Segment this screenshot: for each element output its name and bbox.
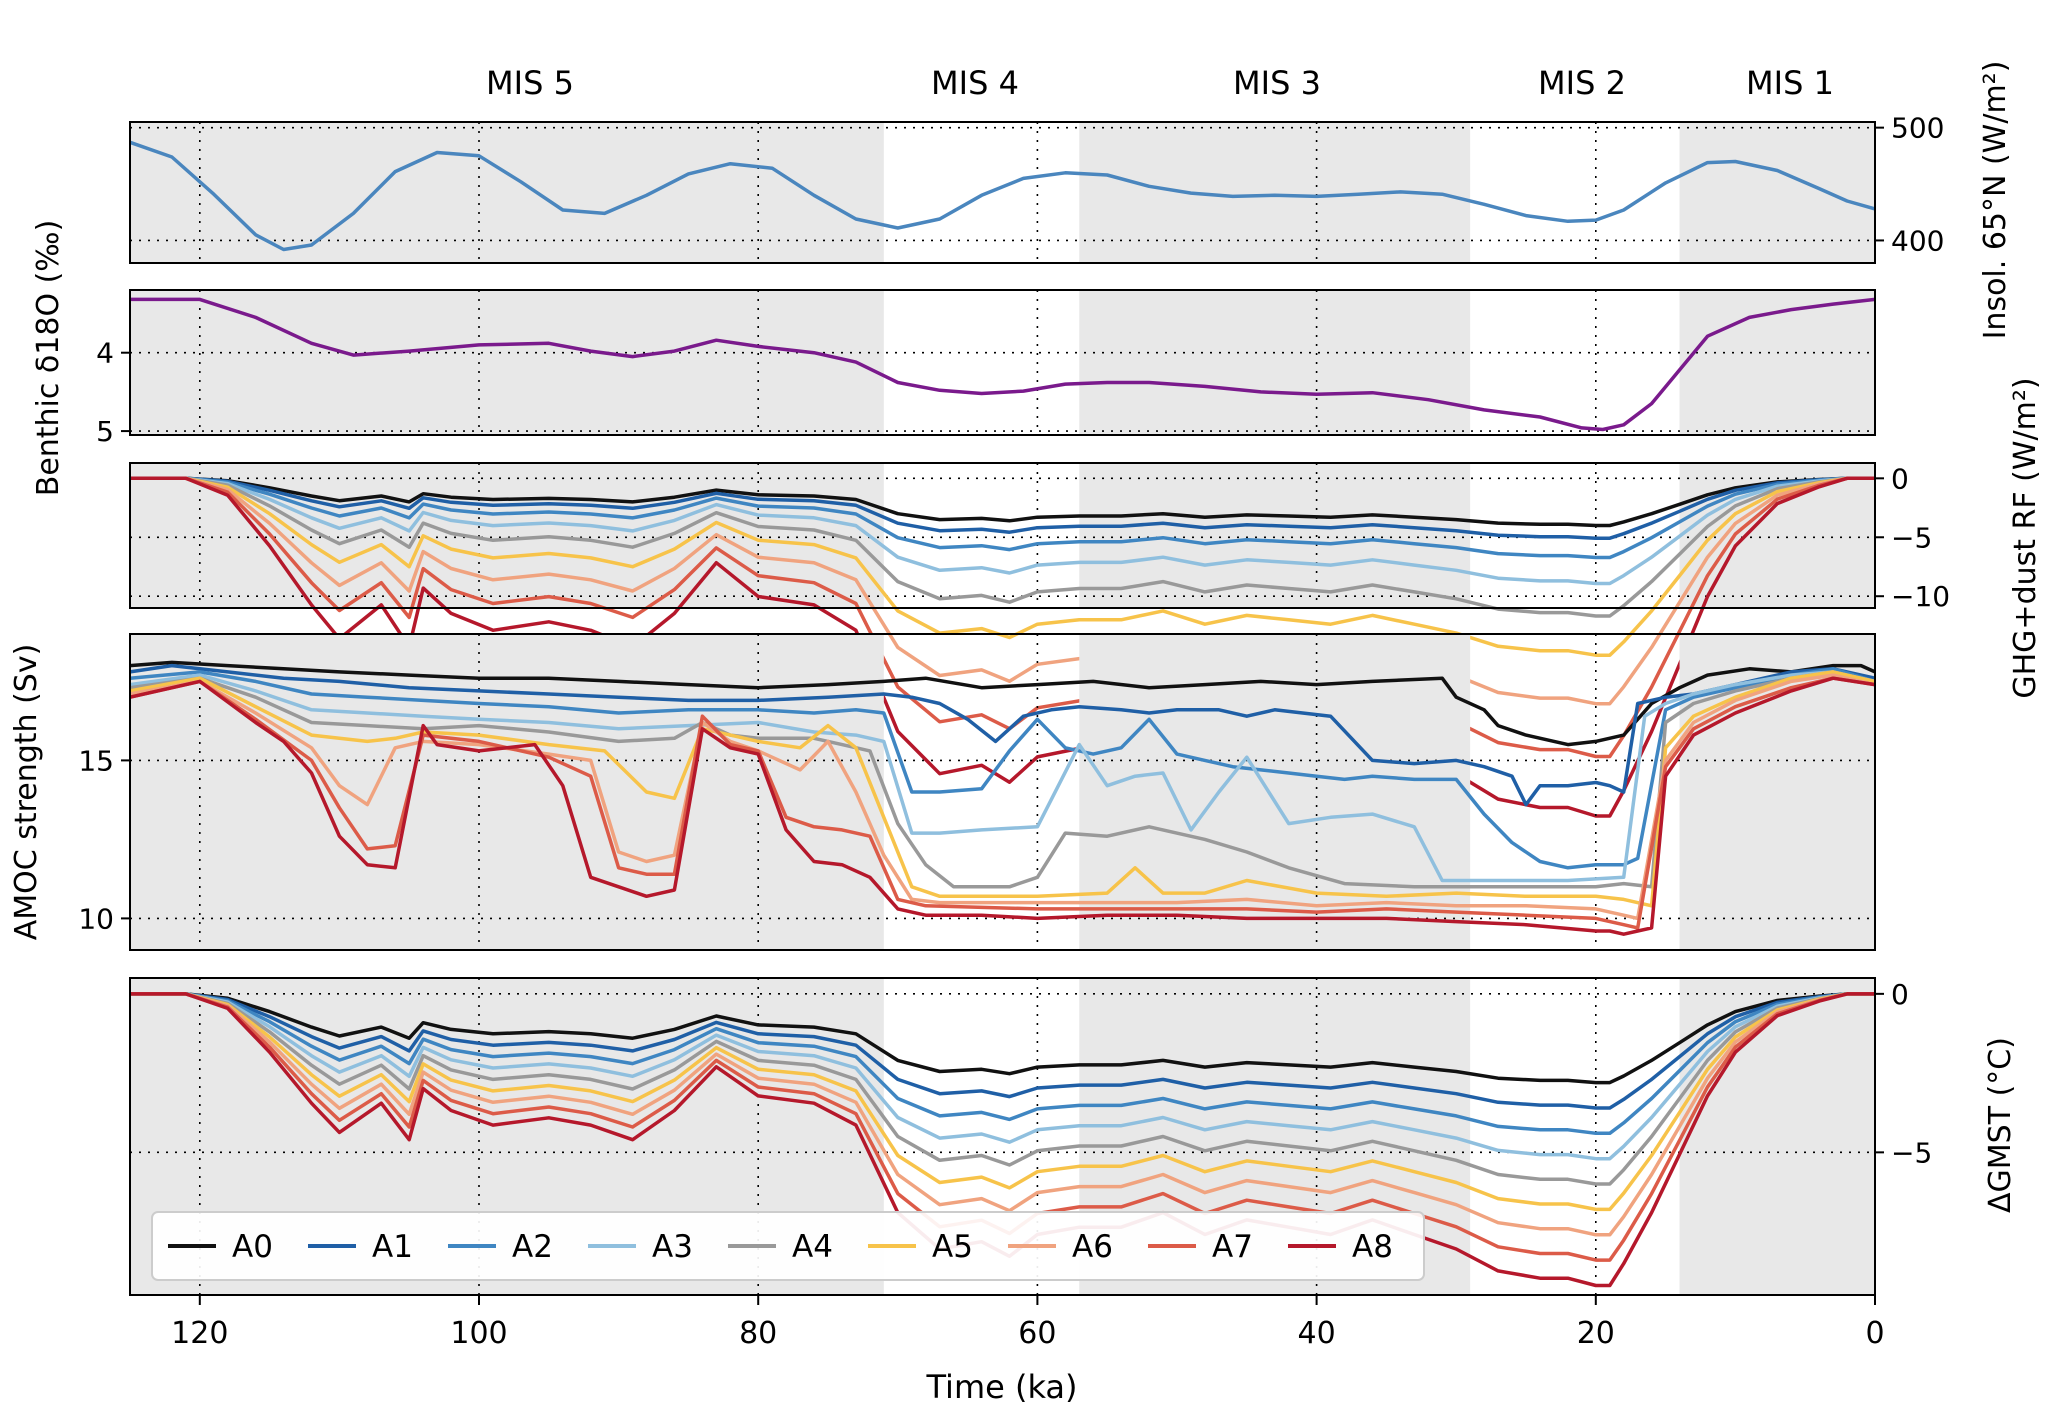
legend-label-a7: A7: [1212, 1229, 1253, 1265]
y-tick-label: −10: [1891, 580, 1950, 613]
axes-frame: [129, 977, 1876, 1296]
series-a8: [129, 676, 1876, 936]
x-tick-label: 0: [1865, 1316, 1884, 1351]
legend-box: [151, 1211, 1425, 1281]
legend: A0 A1 A2 A3 A4 A5 A6 A7 A8: [151, 1211, 1425, 1281]
stage-label-1: MIS 5: [486, 64, 574, 102]
panel-rf: 0 −5 −10 GHG+dust RF (W/m²): [129, 377, 2043, 818]
series-a3: [129, 670, 1876, 883]
series-a4: [130, 476, 1875, 618]
panel-benthic: 4 5 Benthic δ18O (‰): [31, 220, 1876, 497]
series-a7: [130, 992, 1875, 1262]
series-a0: [130, 476, 1875, 528]
axes-frame: [129, 121, 1876, 264]
legend-label-a4: A4: [792, 1229, 833, 1265]
x-tick-label: 120: [171, 1316, 228, 1351]
y-tick-label: 0: [1891, 462, 1909, 495]
series-a8: [130, 476, 1875, 818]
series-a3: [130, 992, 1875, 1161]
y-tick-label: 5: [96, 415, 114, 448]
series-a6: [130, 992, 1875, 1237]
y-axis-label-gmst: ΔGMST (°C): [1983, 1037, 2018, 1213]
series-benthic-18o: [130, 297, 1876, 432]
y-tick-label: −5: [1891, 521, 1932, 554]
series-a1: [130, 476, 1875, 540]
legend-label-a2: A2: [512, 1229, 553, 1265]
series-a0: [130, 992, 1875, 1085]
series-a1: [129, 663, 1876, 807]
x-tick-label: 20: [1577, 1316, 1615, 1351]
series-a2: [129, 667, 1876, 870]
x-axis: 120 100 80 60 40 20 0 Time (ka): [171, 1295, 1885, 1406]
x-tick-label: 60: [1018, 1316, 1056, 1351]
panel-amoc: 10 15 AMOC strength (Sv): [9, 633, 1876, 951]
y-tick-label: 500: [1891, 112, 1944, 145]
y-tick-label: 0: [1891, 978, 1909, 1011]
stage-label-2: MIS 4: [931, 64, 1019, 102]
y-tick-label: 10: [78, 902, 114, 935]
series-insolation-65-n: [129, 140, 1876, 252]
series-a5: [130, 992, 1875, 1212]
y-tick-label: 400: [1891, 224, 1944, 257]
legend-label-a6: A6: [1072, 1229, 1113, 1265]
series-a1: [130, 992, 1875, 1110]
y-axis-label-rf: GHG+dust RF (W/m²): [2008, 377, 2043, 698]
y-axis-label-benthic: Benthic δ18O (‰): [31, 220, 66, 497]
series-a5: [129, 670, 1876, 908]
series-a4: [129, 670, 1876, 889]
x-axis-label: Time (ka): [925, 1368, 1077, 1406]
stage-label-4: MIS 2: [1538, 64, 1626, 102]
axes-frame: [129, 633, 1876, 951]
stage-labels: MIS 5 MIS 4 MIS 3 MIS 2 MIS 1: [486, 64, 1834, 102]
x-tick-label: 100: [450, 1316, 507, 1351]
stage-label-5: MIS 1: [1746, 64, 1834, 102]
panel-insolation: 400 500 Insol. 65°N (W/m²): [129, 61, 2013, 340]
stage-shade-5: [1679, 122, 1875, 263]
legend-label-a0: A0: [232, 1229, 273, 1265]
legend-label-a3: A3: [652, 1229, 693, 1265]
legend-label-a5: A5: [932, 1229, 973, 1265]
y-axis-label-insolation: Insol. 65°N (W/m²): [1978, 61, 2013, 340]
y-tick-label: 15: [78, 744, 114, 777]
stage-label-3: MIS 3: [1233, 64, 1321, 102]
x-tick-label: 80: [739, 1316, 777, 1351]
legend-label-a1: A1: [372, 1229, 413, 1265]
series-a4: [130, 992, 1875, 1186]
series-a5: [130, 476, 1875, 657]
stage-shade-1: [130, 122, 884, 263]
stage-shade-3: [1079, 290, 1471, 435]
series-a6: [130, 476, 1875, 706]
series-a2: [130, 992, 1875, 1136]
axes-frame: [129, 462, 1876, 609]
y-axis-label-amoc: AMOC strength (Sv): [9, 644, 44, 941]
legend-label-a8: A8: [1352, 1229, 1393, 1265]
y-tick-label: 4: [96, 337, 114, 370]
stage-shade-5: [1679, 290, 1875, 435]
axes-frame: [129, 289, 1876, 436]
x-tick-label: 40: [1298, 1316, 1336, 1351]
series-a6: [129, 673, 1876, 921]
y-tick-label: −5: [1891, 1136, 1932, 1169]
series-a0: [129, 660, 1876, 747]
series-a3: [130, 476, 1875, 586]
series-a2: [130, 476, 1875, 560]
